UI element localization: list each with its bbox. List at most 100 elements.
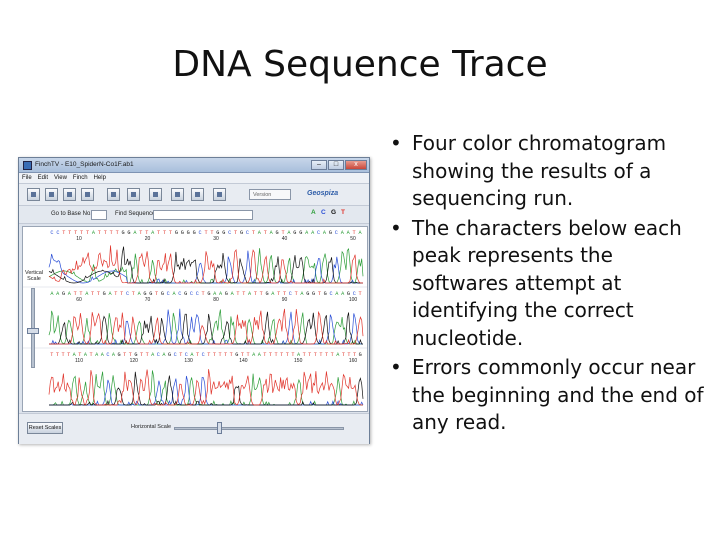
base-call: G <box>187 230 190 236</box>
base-call: G <box>265 291 268 297</box>
settings-icon[interactable] <box>213 188 226 201</box>
toggle-g[interactable]: G <box>331 209 337 216</box>
base-call: T <box>157 230 160 236</box>
base-call: T <box>68 230 71 236</box>
base-call: T <box>291 352 294 358</box>
blast-icon[interactable] <box>171 188 184 201</box>
position-tick-label: 140 <box>239 358 248 364</box>
menu-view[interactable]: View <box>54 175 67 181</box>
base-call: T <box>254 291 257 297</box>
bullet-item: Errors commonly occur near the beginning… <box>384 354 704 437</box>
maximize-button[interactable]: □ <box>328 160 344 170</box>
base-call: T <box>91 291 94 297</box>
base-call: G <box>225 291 228 297</box>
vertical-scale-thumb[interactable] <box>27 328 39 334</box>
window-titlebar[interactable]: FinchTV - E10_SpiderN-Co1F.ab1 – □ x <box>19 158 369 173</box>
menu-edit[interactable]: Edit <box>37 175 49 181</box>
base-call: C <box>202 352 205 358</box>
open-file-icon[interactable] <box>27 188 40 201</box>
base-call: G <box>168 352 171 358</box>
zoom-icon[interactable] <box>127 188 140 201</box>
base-call: T <box>80 230 83 236</box>
base-call: A <box>151 230 155 236</box>
base-call: T <box>74 230 77 236</box>
reset-scales-button[interactable]: Reset Scales <box>27 422 63 434</box>
translate-icon[interactable] <box>149 188 162 201</box>
find-sequence-input[interactable] <box>153 210 253 220</box>
base-call: G <box>299 230 302 236</box>
base-call: T <box>74 291 77 297</box>
menu-file[interactable]: File <box>22 175 32 181</box>
base-call: T <box>325 352 328 358</box>
base-call: G <box>222 230 225 236</box>
menu-help[interactable]: Help <box>93 175 106 181</box>
horizontal-scale-thumb[interactable] <box>217 422 222 434</box>
menu-finch[interactable]: Finch <box>72 175 88 181</box>
base-call: T <box>104 230 107 236</box>
minimize-button[interactable]: – <box>311 160 327 170</box>
base-call: C <box>353 291 356 297</box>
base-call: T <box>236 291 239 297</box>
base-call: A <box>258 352 262 358</box>
base-call: A <box>190 352 194 358</box>
base-call: T <box>252 230 255 236</box>
base-call: C <box>50 230 53 236</box>
finchtv-window: FinchTV - E10_SpiderN-Co1F.ab1 – □ x Fil… <box>18 157 370 444</box>
base-call: A <box>270 230 274 236</box>
vertical-scale-label: Vertical Scale <box>24 270 44 282</box>
base-call: T <box>308 352 311 358</box>
toggle-a[interactable]: A <box>311 209 316 216</box>
position-tick-label: 80 <box>213 297 219 303</box>
bullet-item: The characters below each peak represent… <box>384 215 704 353</box>
base-call: G <box>161 291 164 297</box>
trace-line-g <box>48 246 363 284</box>
position-tick-label: 130 <box>184 358 193 364</box>
base-call: A <box>336 352 340 358</box>
base-call: G <box>276 230 279 236</box>
base-call: A <box>311 230 315 236</box>
export-icon[interactable] <box>191 188 204 201</box>
base-call: A <box>108 291 112 297</box>
horizontal-scale-track[interactable] <box>174 427 344 430</box>
base-call: G <box>181 230 184 236</box>
base-call: G <box>134 352 137 358</box>
base-call: C <box>329 291 332 297</box>
base-call: T <box>359 291 362 297</box>
reverse-complement-icon[interactable] <box>107 188 120 201</box>
version-select[interactable]: Version <box>249 189 291 200</box>
position-tick-label: 100 <box>349 297 358 303</box>
base-call: T <box>61 352 64 358</box>
slide-title: DNA Sequence Trace <box>172 44 548 85</box>
base-call: T <box>207 352 210 358</box>
base-call: G <box>329 230 332 236</box>
base-call: C <box>246 230 249 236</box>
base-call: A <box>358 230 362 236</box>
search-bar: Go to Base No. Find Sequence A C G T <box>19 206 369 224</box>
info-icon[interactable] <box>81 188 94 201</box>
position-tick-label: 150 <box>294 358 303 364</box>
base-call: T <box>347 352 350 358</box>
base-call: T <box>56 352 59 358</box>
position-tick-label: 90 <box>282 297 288 303</box>
app-icon <box>23 161 32 170</box>
base-call: A <box>95 352 99 358</box>
goto-base-input[interactable] <box>91 210 107 220</box>
toggle-t[interactable]: T <box>341 209 345 216</box>
base-call: A <box>56 291 60 297</box>
base-call: T <box>218 352 221 358</box>
position-tick-label: 70 <box>145 297 151 303</box>
base-call: T <box>50 352 53 358</box>
trace-line-t <box>48 245 363 284</box>
base-call: T <box>123 352 126 358</box>
base-call: T <box>275 352 278 358</box>
base-call: C <box>157 352 160 358</box>
toggle-c[interactable]: C <box>321 209 326 216</box>
base-call: T <box>241 352 244 358</box>
save-icon[interactable] <box>45 188 58 201</box>
base-call: A <box>341 291 345 297</box>
goto-base-label: Go to Base No. <box>51 211 93 217</box>
base-call: C <box>106 352 109 358</box>
close-button[interactable]: x <box>345 160 367 170</box>
print-icon[interactable] <box>63 188 76 201</box>
